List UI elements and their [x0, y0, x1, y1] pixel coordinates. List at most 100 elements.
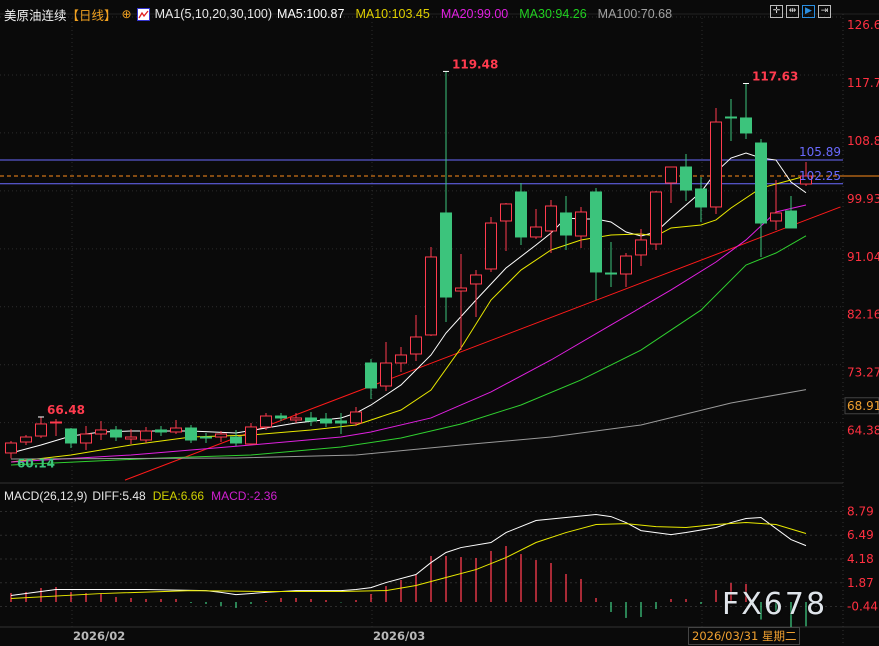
candle-down [605, 272, 617, 275]
diff-line [10, 514, 807, 597]
candle-down [725, 116, 737, 119]
candle-down [275, 415, 287, 419]
macd-header: MACD(26,12,9) DIFF:5.48 DEA:6.66 MACD:-2… [4, 489, 277, 503]
ma100-line [10, 389, 807, 460]
add-indicator-icon[interactable]: ⊕ [121, 7, 132, 21]
candle-up [395, 354, 407, 364]
moving-averages [10, 152, 807, 466]
candle-down [365, 362, 377, 389]
candle-up [710, 121, 722, 208]
high-price-label: 117.63 [752, 69, 798, 83]
ma10-value: MA10:103.45 [355, 7, 430, 21]
candle-up [500, 203, 512, 222]
cursor-date-label: 2026/03/31 星期二 [688, 627, 801, 645]
crosshair-icon[interactable]: ✛ [770, 5, 783, 18]
candle-down [515, 191, 527, 238]
candle-up [410, 336, 422, 355]
price-tick-label: 126.60 [847, 18, 879, 32]
price-tick-label: 73.27 [847, 366, 879, 380]
chart-toolbar: ✛ ⇹ ▶ ⇥ [770, 5, 831, 18]
candle-up [620, 255, 632, 275]
candle-up [215, 433, 227, 438]
candle-down [695, 188, 707, 208]
price-tick-label: 64.38 [847, 424, 879, 438]
candle-down [320, 418, 332, 424]
candle-up [455, 287, 467, 292]
price-tick-label: 91.04 [847, 250, 879, 264]
candle-up [170, 427, 182, 433]
ma100-value: MA100:70.68 [597, 7, 673, 21]
candle-up [665, 166, 677, 184]
candle-up [470, 274, 482, 285]
cursor-select-icon[interactable]: ▶ [802, 5, 815, 18]
chart-header: 美原油连续 【日线】 ⊕ MA1(5,10,20,30,100) MA5:100… [4, 5, 672, 23]
candle-down [230, 436, 242, 444]
dea-value: DEA:6.66 [152, 489, 205, 503]
candle-up [140, 430, 152, 441]
ma20-line [10, 204, 807, 463]
macd-tick-label: -0.44 [847, 600, 878, 614]
candle-up [800, 175, 812, 185]
candle-up [650, 191, 662, 245]
grid [0, 13, 879, 646]
price-overlay-lines [0, 159, 879, 481]
indicator-chart-icon[interactable] [136, 7, 150, 21]
candle-up [20, 436, 32, 443]
candle-up [290, 417, 302, 421]
level-label: 105.89 [799, 145, 841, 159]
candle-down [155, 429, 167, 433]
candle-up [425, 256, 437, 336]
price-tick-label: 108.82 [847, 134, 879, 148]
macd-panel [10, 514, 807, 629]
macd-tick-label: 8.79 [847, 505, 874, 519]
fx678-watermark: FX678 [722, 587, 828, 622]
price-tick-label: 117.71 [847, 76, 879, 90]
candle-up [575, 211, 587, 237]
period-label[interactable]: 【日线】 [66, 8, 117, 23]
macd-name: MACD(26,12,9) [4, 489, 88, 503]
candle-down [560, 212, 572, 236]
y-axis: 126.60 117.71 108.82 99.93 91.04 82.16 73.27 64… [844, 18, 879, 614]
candle-down [65, 428, 77, 444]
candle-down [335, 420, 347, 424]
candle-up [260, 415, 272, 428]
level-label: 102.25 [799, 169, 841, 183]
candle-up [530, 226, 542, 238]
annotations: 105.89 102.25 119.48 117.63 66.48 60.14 [17, 57, 841, 470]
candlesticks [5, 71, 812, 459]
candle-up [380, 362, 392, 387]
candle-up [245, 426, 257, 445]
low-price-label: 60.14 [17, 456, 55, 470]
exit-right-icon[interactable]: ⇥ [818, 5, 831, 18]
price-tick-label: 82.16 [847, 308, 879, 322]
macd-tick-label: 6.49 [847, 528, 874, 542]
candle-up [485, 222, 497, 270]
ma20-value: MA20:99.00 [440, 7, 509, 21]
candle-up [95, 429, 107, 435]
x-label-feb: 2026/02 [73, 629, 126, 643]
candle-up [635, 239, 647, 256]
candle-up [5, 442, 17, 454]
high-price-label: 66.48 [47, 403, 85, 417]
candle-up [545, 205, 557, 232]
candle-down [680, 166, 692, 191]
candle-down [305, 417, 317, 422]
high-price-label: 119.48 [452, 57, 498, 71]
axis-marker-box [844, 397, 879, 415]
candle-up [125, 436, 137, 440]
candle-down [110, 429, 122, 438]
macd-value: MACD:-2.36 [211, 489, 278, 503]
diff-value: DIFF:5.48 [92, 489, 146, 503]
dea-line [10, 522, 807, 600]
candle-down [200, 436, 212, 439]
candle-down [740, 117, 752, 134]
macd-tick-label: 4.18 [847, 552, 874, 566]
candle-up [50, 421, 62, 424]
candle-up [80, 433, 92, 444]
axis-marker-label: 68.91 [847, 399, 879, 413]
x-label-mar: 2026/03 [373, 629, 426, 643]
candle-down [590, 191, 602, 273]
ma30-value: MA30:94.26 [519, 7, 587, 21]
fit-range-icon[interactable]: ⇹ [786, 5, 799, 18]
